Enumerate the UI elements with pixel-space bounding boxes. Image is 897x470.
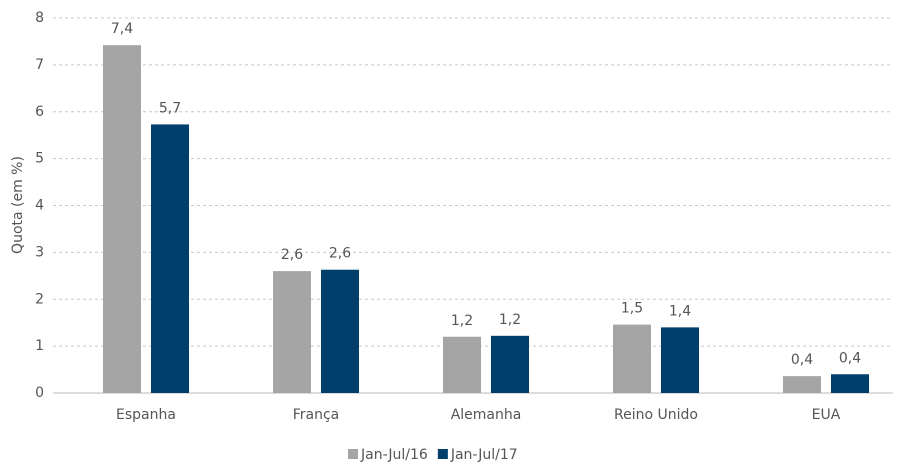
bar — [491, 335, 529, 393]
data-label: 2,6 — [281, 247, 303, 263]
y-tick-label: 5 — [35, 151, 44, 167]
data-label: 0,4 — [839, 350, 861, 366]
x-tick-label: França — [293, 407, 340, 423]
data-label: 1,4 — [669, 303, 691, 319]
x-tick-label: Reino Unido — [614, 407, 698, 423]
data-label: 2,6 — [329, 246, 351, 262]
legend-label: Jan-Jul/17 — [450, 447, 518, 463]
legend-swatch — [437, 449, 448, 459]
bar — [151, 124, 189, 393]
bar — [831, 374, 869, 393]
y-tick-label: 2 — [35, 291, 44, 307]
y-tick-label: 0 — [35, 385, 44, 401]
y-tick-label: 8 — [35, 10, 44, 26]
bar — [443, 336, 481, 393]
bar — [273, 271, 311, 393]
data-label: 5,7 — [159, 100, 181, 116]
data-label: 7,4 — [111, 21, 133, 37]
y-tick-label: 6 — [35, 104, 44, 120]
legend-swatch — [348, 449, 358, 459]
data-label: 1,2 — [451, 313, 473, 329]
x-tick-label: Espanha — [116, 407, 176, 423]
y-axis-title: Quota (em %) — [10, 156, 26, 254]
y-tick-label: 4 — [35, 198, 44, 214]
bar — [103, 45, 141, 393]
bar — [613, 324, 651, 393]
data-label: 0,4 — [791, 352, 813, 368]
bar — [661, 327, 699, 393]
x-tick-label: EUA — [812, 407, 841, 423]
bar — [783, 376, 821, 393]
x-tick-label: Alemanha — [451, 407, 522, 423]
data-label: 1,2 — [499, 312, 521, 328]
y-tick-label: 7 — [35, 57, 44, 73]
y-tick-label: 3 — [35, 244, 44, 260]
legend-label: Jan-Jul/16 — [360, 447, 428, 463]
y-tick-label: 1 — [35, 338, 44, 354]
bar — [321, 269, 359, 393]
data-label: 1,5 — [621, 301, 643, 317]
